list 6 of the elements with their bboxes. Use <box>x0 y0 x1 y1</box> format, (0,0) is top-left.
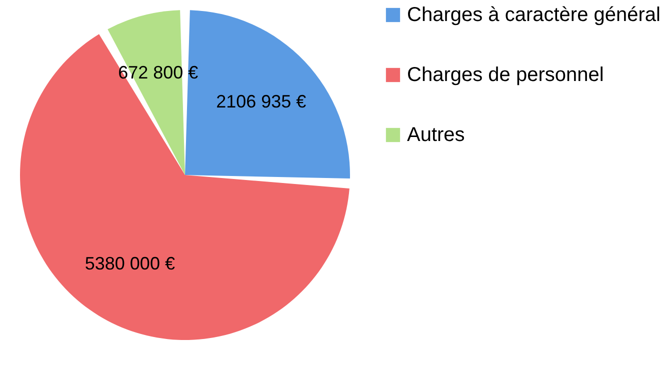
data-label: 5380 000 € <box>84 253 175 274</box>
legend-label: Charges de personnel <box>407 64 604 86</box>
data-label: 2106 935 € <box>216 92 306 112</box>
legend-label: Charges à caractère général <box>407 4 660 26</box>
data-label: 672 800 € <box>118 62 198 83</box>
legend-label: Autres <box>407 124 465 146</box>
